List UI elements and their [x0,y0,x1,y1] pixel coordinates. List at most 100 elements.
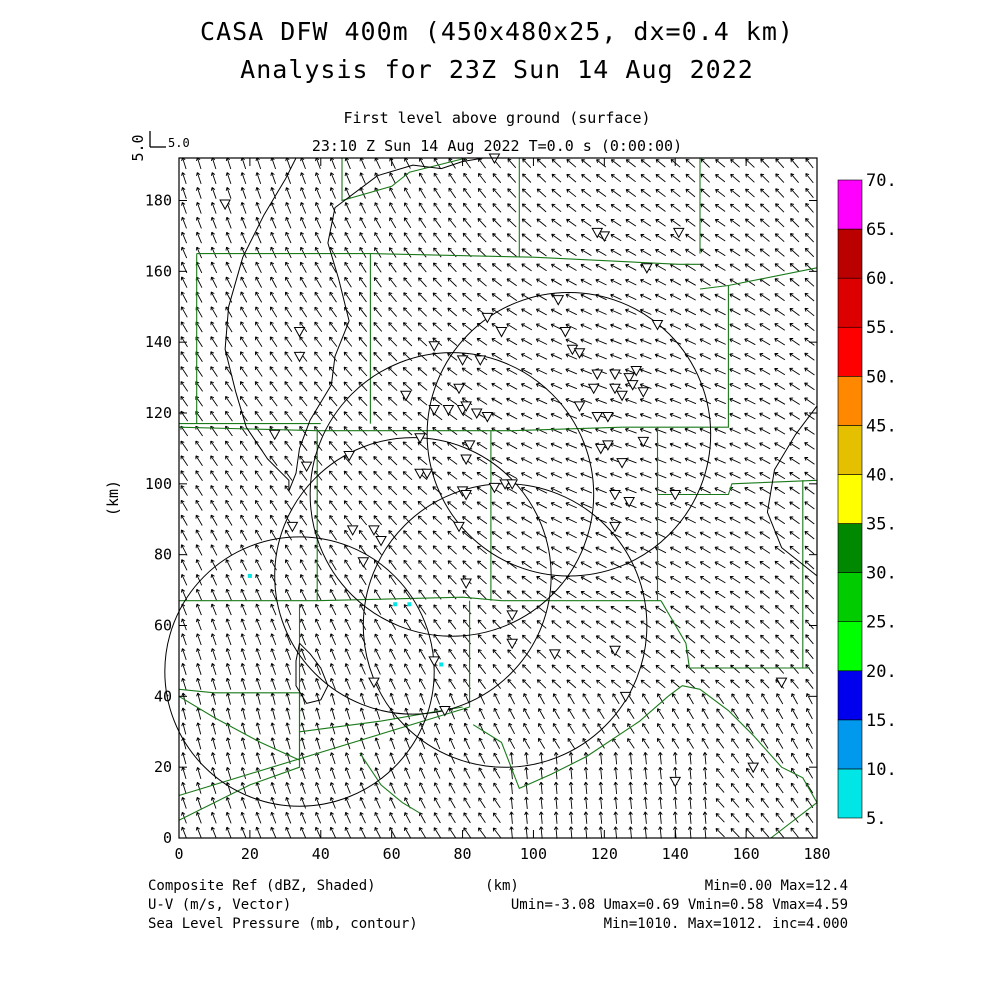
colorbar-label: 35. [866,515,897,535]
station-marker [609,369,621,381]
station-markers [219,153,788,788]
reflectivity-echo [393,602,398,607]
y-tick-label: 80 [154,546,172,564]
station-marker [573,348,586,359]
plot-area: 0 20 40 60 80 100 120 140 160 180 0 20 40 60 80 100 120… [145,153,831,863]
station-marker [456,355,469,366]
reflectivity-echo [247,573,252,578]
station-marker [293,351,306,363]
footer-field2: U-V (m/s, Vector) [148,897,291,913]
station-marker [474,355,487,366]
colorbar-segment [837,572,863,622]
x-tick-label: 140 [662,845,689,863]
plot-frame [178,157,818,839]
vector-scale-key: 5.0 5.0 [129,131,190,162]
radar-range-ring [274,437,552,715]
y-tick-label: 20 [154,758,172,776]
station-marker [463,440,476,451]
county-boundary [657,479,818,496]
colorbar-label: 70. [866,171,897,191]
y-tick-label: 120 [145,404,172,422]
station-marker [506,638,519,650]
station-marker [609,383,621,395]
station-marker [602,412,614,423]
footer-stats3: Min=1010. Max=1012. inc=4.000 [604,916,848,932]
station-marker [414,468,426,480]
station-marker [626,380,639,391]
station-marker [368,677,380,689]
colorbar-label: 55. [866,318,897,338]
station-marker [453,383,465,395]
x-tick-label: 40 [312,845,330,863]
x-tick-label: 60 [383,845,401,863]
pressure-contour [766,405,818,577]
station-marker [669,776,682,788]
county-boundary [178,695,300,761]
colorbar-label: 60. [866,269,897,289]
colorbar-segment [837,474,863,524]
colorbar-segment [837,425,863,475]
station-marker [747,762,760,774]
station-marker [651,319,664,331]
station-marker [428,404,441,416]
y-tick-label: 160 [145,262,172,280]
colorbar-label: 45. [866,416,897,436]
x-tick-label: 80 [454,845,472,863]
station-marker [346,525,359,536]
colorbar-label: 15. [866,711,897,731]
y-tick-label: 0 [163,829,172,847]
county-boundary [178,706,470,797]
station-marker [470,408,483,420]
colorbar-label: 20. [866,662,897,682]
colorbar-segment [837,670,863,721]
station-marker [598,231,611,242]
station-marker [368,525,380,536]
colorbar-segment [837,523,863,573]
colorbar-label: 30. [866,564,897,584]
station-marker [495,327,508,338]
station-marker [609,645,621,657]
radar-range-rings [164,291,712,807]
station-marker [499,479,511,490]
colorbar-segment [837,228,863,279]
y-tick-label: 180 [145,192,172,210]
station-marker [438,706,451,717]
colorbar-segment [837,179,863,230]
station-marker [669,489,682,501]
footer-field1: Composite Ref (dBZ, Shaded) [148,878,376,894]
station-marker [442,404,455,416]
station-marker [630,366,643,377]
station-marker [609,489,621,501]
vector-scale-rotated-label: 5.0 [129,134,147,161]
colorbar-label: 25. [866,613,897,633]
county-lines [178,157,818,839]
station-marker [587,383,600,395]
radar-range-ring [426,291,712,577]
station-marker [414,433,426,444]
station-marker [637,387,650,398]
x-tick-label: 100 [520,845,547,863]
station-marker [591,412,604,423]
pressure-contour [224,157,484,492]
station-marker [623,373,635,384]
station-marker [488,482,501,494]
colorbar-label: 5. [866,809,886,829]
station-marker [343,451,355,462]
footer-stats2: Umin=-3.08 Umax=0.69 Vmin=0.58 Vmax=4.59 [511,897,848,913]
colorbar-label: 50. [866,367,897,387]
station-marker [591,227,604,239]
colorbar-segment [837,277,863,328]
station-marker [591,369,604,381]
station-marker [623,497,635,508]
county-boundary [178,426,623,432]
plot-background [179,158,817,838]
y-axis-ticks: 0 20 40 60 80 100 120 140 160 180 [145,192,817,847]
station-marker [641,263,653,274]
station-marker [357,557,370,568]
station-marker [506,610,519,621]
county-boundary [299,706,463,733]
colorbar-label: 40. [866,465,897,485]
station-marker [428,341,441,352]
reflectivity-echo [439,662,444,667]
colorbar-segment [837,768,863,819]
